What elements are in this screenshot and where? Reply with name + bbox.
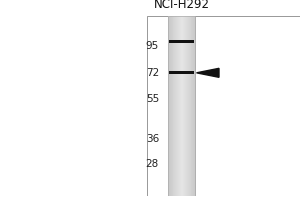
Bar [182,16,183,196]
Bar [174,16,175,196]
Text: 28: 28 [146,159,159,169]
Bar [181,16,182,196]
Bar [178,16,179,196]
Bar [188,16,189,196]
Bar [179,16,180,196]
Bar [180,16,181,196]
Bar [192,16,193,196]
Text: 72: 72 [146,68,159,78]
Bar [169,16,170,196]
Bar [170,16,171,196]
Bar [173,16,174,196]
Bar [183,16,184,196]
Bar [185,16,186,196]
Bar [168,16,195,196]
Bar [168,16,169,196]
Bar [189,16,190,196]
Bar [194,16,195,196]
Bar [169,71,194,74]
Polygon shape [196,68,219,77]
Bar [147,16,300,196]
Bar [184,16,185,196]
Bar [186,16,187,196]
Bar [191,16,192,196]
Text: 36: 36 [146,134,159,144]
Bar [193,16,194,196]
Bar [175,16,176,196]
Bar [169,40,194,43]
Bar [168,16,195,196]
Bar [171,16,172,196]
Bar [190,16,191,196]
Text: 95: 95 [146,41,159,51]
Text: NCI-H292: NCI-H292 [154,0,209,11]
Bar [172,16,173,196]
Bar [187,16,188,196]
Text: 55: 55 [146,94,159,104]
Bar [176,16,177,196]
Bar [177,16,178,196]
